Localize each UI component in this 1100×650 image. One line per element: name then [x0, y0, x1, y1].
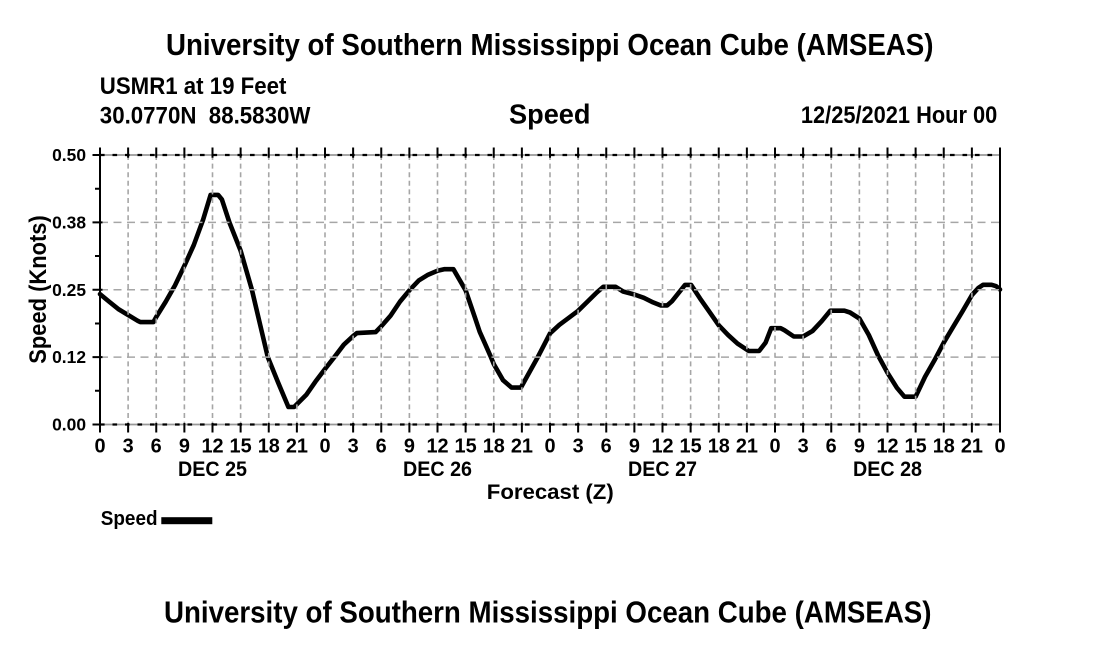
svg-text:Forecast (Z): Forecast (Z) [487, 480, 614, 504]
svg-text:9: 9 [629, 435, 640, 457]
svg-text:21: 21 [961, 435, 983, 457]
svg-text:0.00: 0.00 [52, 415, 86, 435]
svg-text:0: 0 [94, 435, 105, 457]
svg-text:Speed (Knots): Speed (Knots) [25, 215, 52, 363]
svg-text:9: 9 [179, 435, 190, 457]
svg-text:DEC 26: DEC 26 [403, 457, 472, 481]
svg-text:DEC 27: DEC 27 [628, 457, 697, 481]
svg-text:3: 3 [573, 435, 584, 457]
svg-text:DEC 25: DEC 25 [178, 457, 247, 481]
svg-text:0: 0 [994, 435, 1005, 457]
svg-text:18: 18 [933, 435, 955, 457]
svg-text:DEC 28: DEC 28 [853, 457, 922, 481]
svg-text:21: 21 [736, 435, 758, 457]
svg-text:0: 0 [544, 435, 555, 457]
svg-text:0: 0 [319, 435, 330, 457]
svg-text:USMR1 at 19 Feet: USMR1 at 19 Feet [100, 73, 287, 100]
svg-text:Speed: Speed [509, 99, 591, 130]
svg-text:3: 3 [123, 435, 134, 457]
svg-text:6: 6 [151, 435, 162, 457]
svg-text:0.38: 0.38 [52, 213, 86, 233]
svg-text:18: 18 [258, 435, 280, 457]
svg-text:30.0770N 88.5830W: 30.0770N 88.5830W [100, 103, 311, 130]
svg-text:0: 0 [769, 435, 780, 457]
svg-text:3: 3 [798, 435, 809, 457]
svg-text:21: 21 [511, 435, 533, 457]
svg-text:3: 3 [348, 435, 359, 457]
svg-text:18: 18 [483, 435, 505, 457]
svg-text:15: 15 [455, 435, 477, 457]
svg-text:0.25: 0.25 [52, 280, 86, 300]
svg-text:University of Southern Mississ: University of Southern Mississippi Ocean… [166, 27, 934, 62]
svg-text:12: 12 [201, 435, 223, 457]
svg-text:15: 15 [905, 435, 927, 457]
svg-text:6: 6 [601, 435, 612, 457]
svg-text:12: 12 [651, 435, 673, 457]
svg-text:12: 12 [876, 435, 898, 457]
svg-text:9: 9 [404, 435, 415, 457]
svg-text:15: 15 [230, 435, 252, 457]
svg-text:6: 6 [376, 435, 387, 457]
svg-text:18: 18 [708, 435, 730, 457]
svg-text:15: 15 [680, 435, 702, 457]
svg-text:Speed: Speed [101, 508, 158, 530]
svg-text:0.50: 0.50 [52, 145, 86, 165]
svg-text:9: 9 [854, 435, 865, 457]
svg-text:University of Southern Mississ: University of Southern Mississippi Ocean… [164, 595, 932, 630]
svg-text:0.12: 0.12 [52, 347, 86, 367]
svg-text:6: 6 [826, 435, 837, 457]
svg-text:12/25/2021 Hour 00: 12/25/2021 Hour 00 [801, 102, 997, 129]
svg-text:21: 21 [286, 435, 308, 457]
svg-text:12: 12 [426, 435, 448, 457]
